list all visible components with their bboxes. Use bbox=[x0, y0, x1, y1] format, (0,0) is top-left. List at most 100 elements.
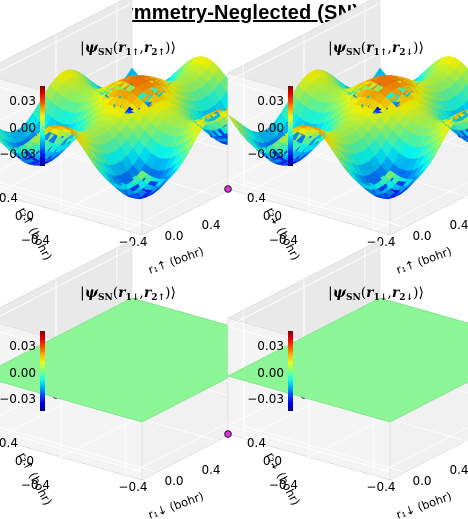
leftwall-grid-z bbox=[227, 2, 381, 82]
nucleus-marker bbox=[224, 430, 232, 438]
y-tick-label: 0.0 bbox=[263, 454, 282, 468]
y-tick-label: 0.4 bbox=[0, 191, 18, 205]
z-tick-label: −0.03 bbox=[0, 392, 36, 406]
z-tick-label: 0.03 bbox=[9, 94, 36, 108]
panel-title: |ψSN(r1↑,r2↓)⟩ bbox=[328, 40, 424, 58]
z-tick-label: −0.03 bbox=[247, 392, 284, 406]
x-tick-label: 0.4 bbox=[201, 218, 220, 232]
panel-title-part: r bbox=[118, 40, 127, 56]
surface-patch bbox=[0, 131, 4, 139]
panel-title-part: r bbox=[392, 40, 401, 56]
x-tick-label: 0.4 bbox=[449, 463, 468, 477]
panel-title: |ψSN(r1↓,r2↓)⟩ bbox=[328, 285, 424, 303]
surface-patch bbox=[227, 114, 241, 129]
panel-title-part: 1↑ bbox=[126, 48, 140, 58]
panel-title-part: | bbox=[80, 285, 85, 301]
x-tick-label: 0.4 bbox=[201, 463, 220, 477]
z-colorstrip bbox=[288, 331, 293, 411]
z-colorstrip bbox=[40, 86, 45, 166]
floor-grid-x bbox=[373, 181, 468, 231]
x-tick-label: −0.4 bbox=[366, 480, 395, 494]
surface-patch bbox=[0, 139, 5, 146]
panel-title-part: 2↑ bbox=[151, 48, 165, 58]
panel-title-part: 1↑ bbox=[374, 48, 388, 58]
panel-title-part: r bbox=[366, 40, 375, 56]
nucleus-marker bbox=[224, 185, 232, 193]
panel-title-part: ψ bbox=[333, 40, 347, 56]
panel-title-part: SN bbox=[346, 293, 361, 303]
panel-title-part: r bbox=[144, 40, 153, 56]
wavefunction-surface bbox=[227, 297, 468, 423]
y-tick-label: 0.4 bbox=[247, 191, 266, 205]
panel-title-part: | bbox=[328, 40, 333, 56]
y-tick-label: −0.4 bbox=[21, 478, 50, 492]
floor-grid-y bbox=[243, 180, 406, 228]
panel-4: 0.030.00−0.030.40.0−0.4 −0.4 0.00.4r₂↓ (bo… bbox=[224, 239, 468, 519]
z-tick-label: 0.03 bbox=[9, 339, 36, 353]
panel-title-part: r bbox=[392, 285, 401, 301]
backwall-grid-z bbox=[0, 185, 143, 228]
surface-patch bbox=[0, 376, 6, 381]
panel-title-part: | bbox=[328, 285, 333, 301]
floor-grid-y bbox=[0, 427, 158, 473]
panel-title-part: )⟩ bbox=[413, 40, 424, 56]
floor-grid-x bbox=[373, 426, 468, 476]
backwall-grid-z bbox=[0, 430, 143, 473]
y-tick-label: 0.4 bbox=[247, 436, 266, 450]
z-tick-label: 0.03 bbox=[257, 339, 284, 353]
y-tick-label: 0.0 bbox=[15, 209, 34, 223]
wavefunction-surface bbox=[227, 55, 468, 200]
x-tick-label: 0.4 bbox=[449, 218, 468, 232]
y-tick-label: 0.0 bbox=[15, 454, 34, 468]
y-tick-label: 0.4 bbox=[0, 436, 18, 450]
panel-title-part: SN bbox=[98, 293, 113, 303]
backwall-grid-z bbox=[227, 180, 391, 228]
panel-title-part: SN bbox=[346, 48, 361, 58]
panel-3: 0.030.00−0.030.40.0−0.4 −0.4 0.00.4r₂↑ (bo… bbox=[0, 239, 298, 519]
panel-title-part: )⟩ bbox=[165, 40, 176, 56]
surface-patch bbox=[0, 367, 5, 371]
z-tick-label: −0.03 bbox=[0, 147, 36, 161]
x-axis-label: r₁↓ (bohr) bbox=[394, 489, 453, 519]
panel-title-part: r bbox=[144, 285, 153, 301]
panel-title-part: 1↓ bbox=[374, 293, 388, 303]
x-tick-label: 0.0 bbox=[412, 229, 431, 243]
panel-title-part: r bbox=[366, 285, 375, 301]
x-axis-label: r₁↓ (bohr) bbox=[146, 489, 205, 519]
panel-title-part: )⟩ bbox=[413, 285, 424, 301]
floor-grid-y bbox=[0, 182, 158, 228]
panel-title-part: ψ bbox=[85, 40, 99, 56]
y-tick-label: −0.4 bbox=[21, 233, 50, 247]
z-tick-label: 0.00 bbox=[9, 121, 36, 135]
z-tick-label: −0.03 bbox=[247, 147, 284, 161]
panel-title-part: 2↑ bbox=[151, 293, 165, 303]
wavefunction-surface bbox=[0, 297, 295, 423]
x-axis-label: r₁↑ (bohr) bbox=[394, 244, 453, 277]
panel-title-part: ψ bbox=[333, 285, 347, 301]
z-tick-label: 0.00 bbox=[257, 121, 284, 135]
panel-title-part: , bbox=[139, 285, 143, 301]
panel-title-part: , bbox=[387, 40, 391, 56]
panel-title-part: , bbox=[387, 285, 391, 301]
y-tick-label: −0.4 bbox=[269, 233, 298, 247]
x-tick-label: 0.0 bbox=[164, 229, 183, 243]
figure-title: Symmetry-Neglected (SN) bbox=[108, 2, 360, 24]
surface-patch bbox=[0, 136, 5, 144]
z-colorstrip bbox=[40, 331, 45, 411]
y-tick-label: 0.0 bbox=[263, 209, 282, 223]
y-tick-label: −0.4 bbox=[269, 478, 298, 492]
x-axis-label: r₁↑ (bohr) bbox=[146, 244, 205, 277]
z-tick-label: 0.00 bbox=[257, 366, 284, 380]
x-tick-label: 0.0 bbox=[164, 474, 183, 488]
flat-surface-edge bbox=[226, 297, 468, 423]
panel-title-part: ( bbox=[113, 285, 118, 301]
panel-title-part: )⟩ bbox=[165, 285, 176, 301]
panel-title-part: 1↓ bbox=[126, 293, 140, 303]
panel-title: |ψSN(r1↑,r2↑)⟩ bbox=[80, 40, 176, 58]
leftwall-grid-z bbox=[227, 247, 381, 327]
panel-2: 0.030.00−0.030.40.0−0.4 −0.4 0.00.4r₂↓ (bo… bbox=[224, 0, 468, 277]
panel-title-part: 2↓ bbox=[399, 293, 413, 303]
z-tick-label: 0.03 bbox=[257, 94, 284, 108]
panel-title-part: ψ bbox=[85, 285, 99, 301]
